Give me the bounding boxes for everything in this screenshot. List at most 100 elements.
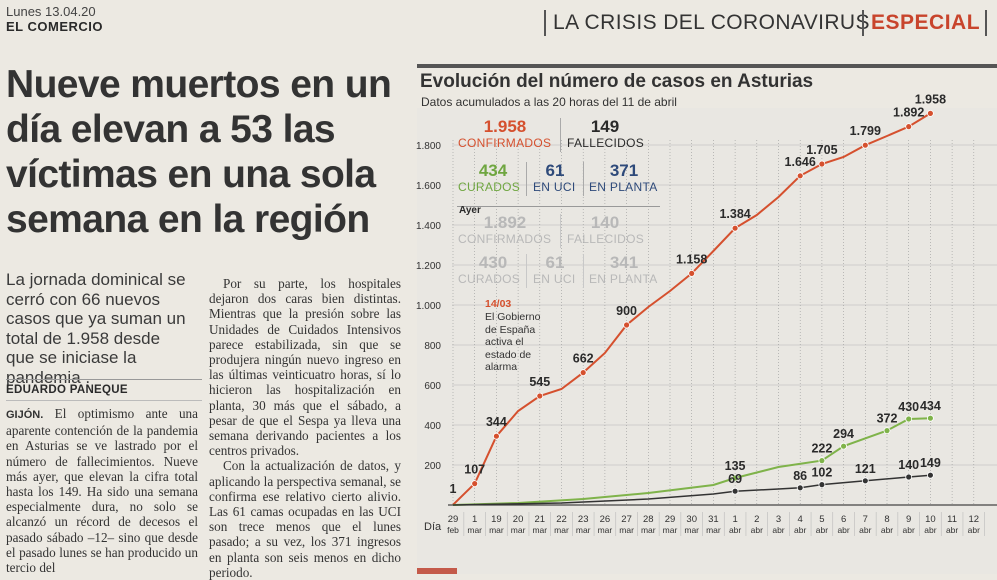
x-tick-month: mar	[706, 525, 721, 535]
decorative-stripe	[417, 568, 457, 574]
x-tick-month: mar	[684, 525, 699, 535]
x-tick-month: mar	[532, 525, 547, 535]
divider	[6, 400, 202, 401]
dateline: GIJÓN.	[6, 409, 44, 421]
x-tick-month: mar	[511, 525, 526, 535]
confirmados-data-label: 344	[486, 415, 507, 429]
byline: EDUARDO PANEQUE	[6, 384, 128, 396]
confirmados-data-label: 900	[616, 304, 637, 318]
confirmados-point	[796, 172, 804, 180]
confirmados-point	[818, 160, 826, 168]
x-tick-day: 26	[600, 514, 611, 525]
confirmados-data-label: 1	[450, 482, 457, 496]
y-tick-label: 1.000	[416, 301, 441, 312]
ayer-curados-value: 430	[478, 253, 508, 272]
x-tick-month: feb	[447, 525, 459, 535]
y-tick-label: 200	[424, 461, 441, 472]
newspaper-name: EL COMERCIO	[6, 19, 103, 34]
lede: La jornada dominical se cerró con 66 nue…	[6, 270, 186, 387]
x-tick-day: 27	[621, 514, 632, 525]
stat-planta-label: EN PLANTA	[589, 180, 658, 194]
fallecidos-data-label: 86	[793, 469, 807, 483]
x-tick-month: mar	[489, 525, 504, 535]
y-tick-label: 800	[424, 341, 441, 352]
curados-data-label: 135	[725, 459, 746, 473]
stat-fallecidos-value: 149	[590, 117, 620, 136]
article-paragraph: Con la actualización de datos, y aplican…	[209, 458, 401, 580]
confirmados-point	[492, 432, 500, 440]
fallecidos-data-label: 69	[728, 472, 742, 486]
x-tick-month: abr	[924, 525, 936, 535]
x-tick-day: 20	[513, 514, 524, 525]
x-tick-month: mar	[663, 525, 678, 535]
section-title: LA CRISIS DEL CORONAVIRUS	[553, 11, 870, 34]
ayer-label: Ayer	[459, 205, 481, 216]
x-tick-day: 8	[884, 514, 889, 525]
confirmados-data-label: 1.892	[893, 106, 924, 120]
stat-confirmados-label: CONFIRMADOS	[458, 136, 552, 150]
curados-point	[905, 415, 913, 423]
chart-title: Evolución del número de casos en Asturia…	[420, 71, 814, 92]
curados-line	[452, 417, 931, 506]
stat-uci-label: EN UCI	[533, 180, 576, 194]
ayer-planta-label: EN PLANTA	[589, 272, 658, 286]
stat-divider	[583, 162, 584, 196]
confirmados-data-label: 107	[464, 463, 485, 477]
stat-fallecidos-label: FALLECIDOS	[567, 136, 645, 150]
stat-confirmados-value: 1.958	[483, 117, 527, 136]
curados-point	[731, 474, 739, 482]
x-tick-day: 10	[925, 514, 936, 525]
x-tick-day: 3	[776, 514, 781, 525]
headline: Nueve muertos en un día elevan a 53 las …	[6, 63, 392, 241]
fallecidos-point	[818, 481, 826, 489]
x-tick-day: 7	[863, 514, 868, 525]
section-divider	[862, 10, 864, 36]
x-tick-day: 1	[732, 514, 737, 525]
article-text: El optimismo ante una aparente contenció…	[6, 406, 198, 576]
curados-point	[883, 427, 891, 435]
x-tick-month: abr	[968, 525, 980, 535]
x-tick-day: 29	[665, 514, 676, 525]
y-tick-label: 600	[424, 381, 441, 392]
x-tick-month: abr	[816, 525, 828, 535]
fallecidos-point	[731, 487, 739, 495]
x-tick-month: abr	[903, 525, 915, 535]
x-tick-month: abr	[772, 525, 784, 535]
stat-divider	[526, 162, 527, 196]
section-divider	[985, 10, 987, 36]
stat-uci-value: 61	[545, 161, 565, 180]
x-tick-month: mar	[554, 525, 569, 535]
y-tick-label: 1.400	[416, 221, 441, 232]
x-tick-day: 22	[556, 514, 567, 525]
x-tick-day: 29	[448, 514, 459, 525]
section-divider	[544, 10, 546, 36]
ayer-uci-value: 61	[545, 253, 565, 272]
x-tick-month: abr	[946, 525, 958, 535]
confirmados-point	[927, 110, 934, 117]
x-tick-month: mar	[641, 525, 656, 535]
x-tick-day: 1	[472, 514, 477, 525]
stat-divider	[583, 254, 584, 288]
x-tick-day: 2	[754, 514, 759, 525]
x-tick-month: abr	[859, 525, 871, 535]
confirmados-data-label: 1.958	[915, 92, 946, 106]
x-tick-day: 9	[906, 514, 911, 525]
x-tick-day: 23	[578, 514, 589, 525]
fallecidos-point	[861, 477, 869, 485]
issue-date: Lunes 13.04.20	[6, 4, 96, 19]
fallecidos-data-label: 121	[855, 462, 876, 476]
x-tick-day: 31	[708, 514, 719, 525]
curados-data-label: 372	[877, 412, 898, 426]
curados-point	[818, 457, 826, 465]
fallecidos-data-label: 140	[898, 458, 919, 472]
y-tick-label: 400	[424, 421, 441, 432]
ayer-confirmados-value: 1.892	[483, 213, 527, 232]
special-tag: ESPECIAL	[871, 11, 981, 34]
y-tick-label: 1.600	[416, 181, 441, 192]
x-tick-month: mar	[598, 525, 613, 535]
x-tick-month: abr	[729, 525, 741, 535]
y-tick-label: 1.800	[416, 141, 441, 152]
ayer-curados-label: CURADOS	[458, 272, 521, 286]
stat-curados-value: 434	[478, 161, 508, 180]
confirmados-point	[731, 224, 739, 232]
